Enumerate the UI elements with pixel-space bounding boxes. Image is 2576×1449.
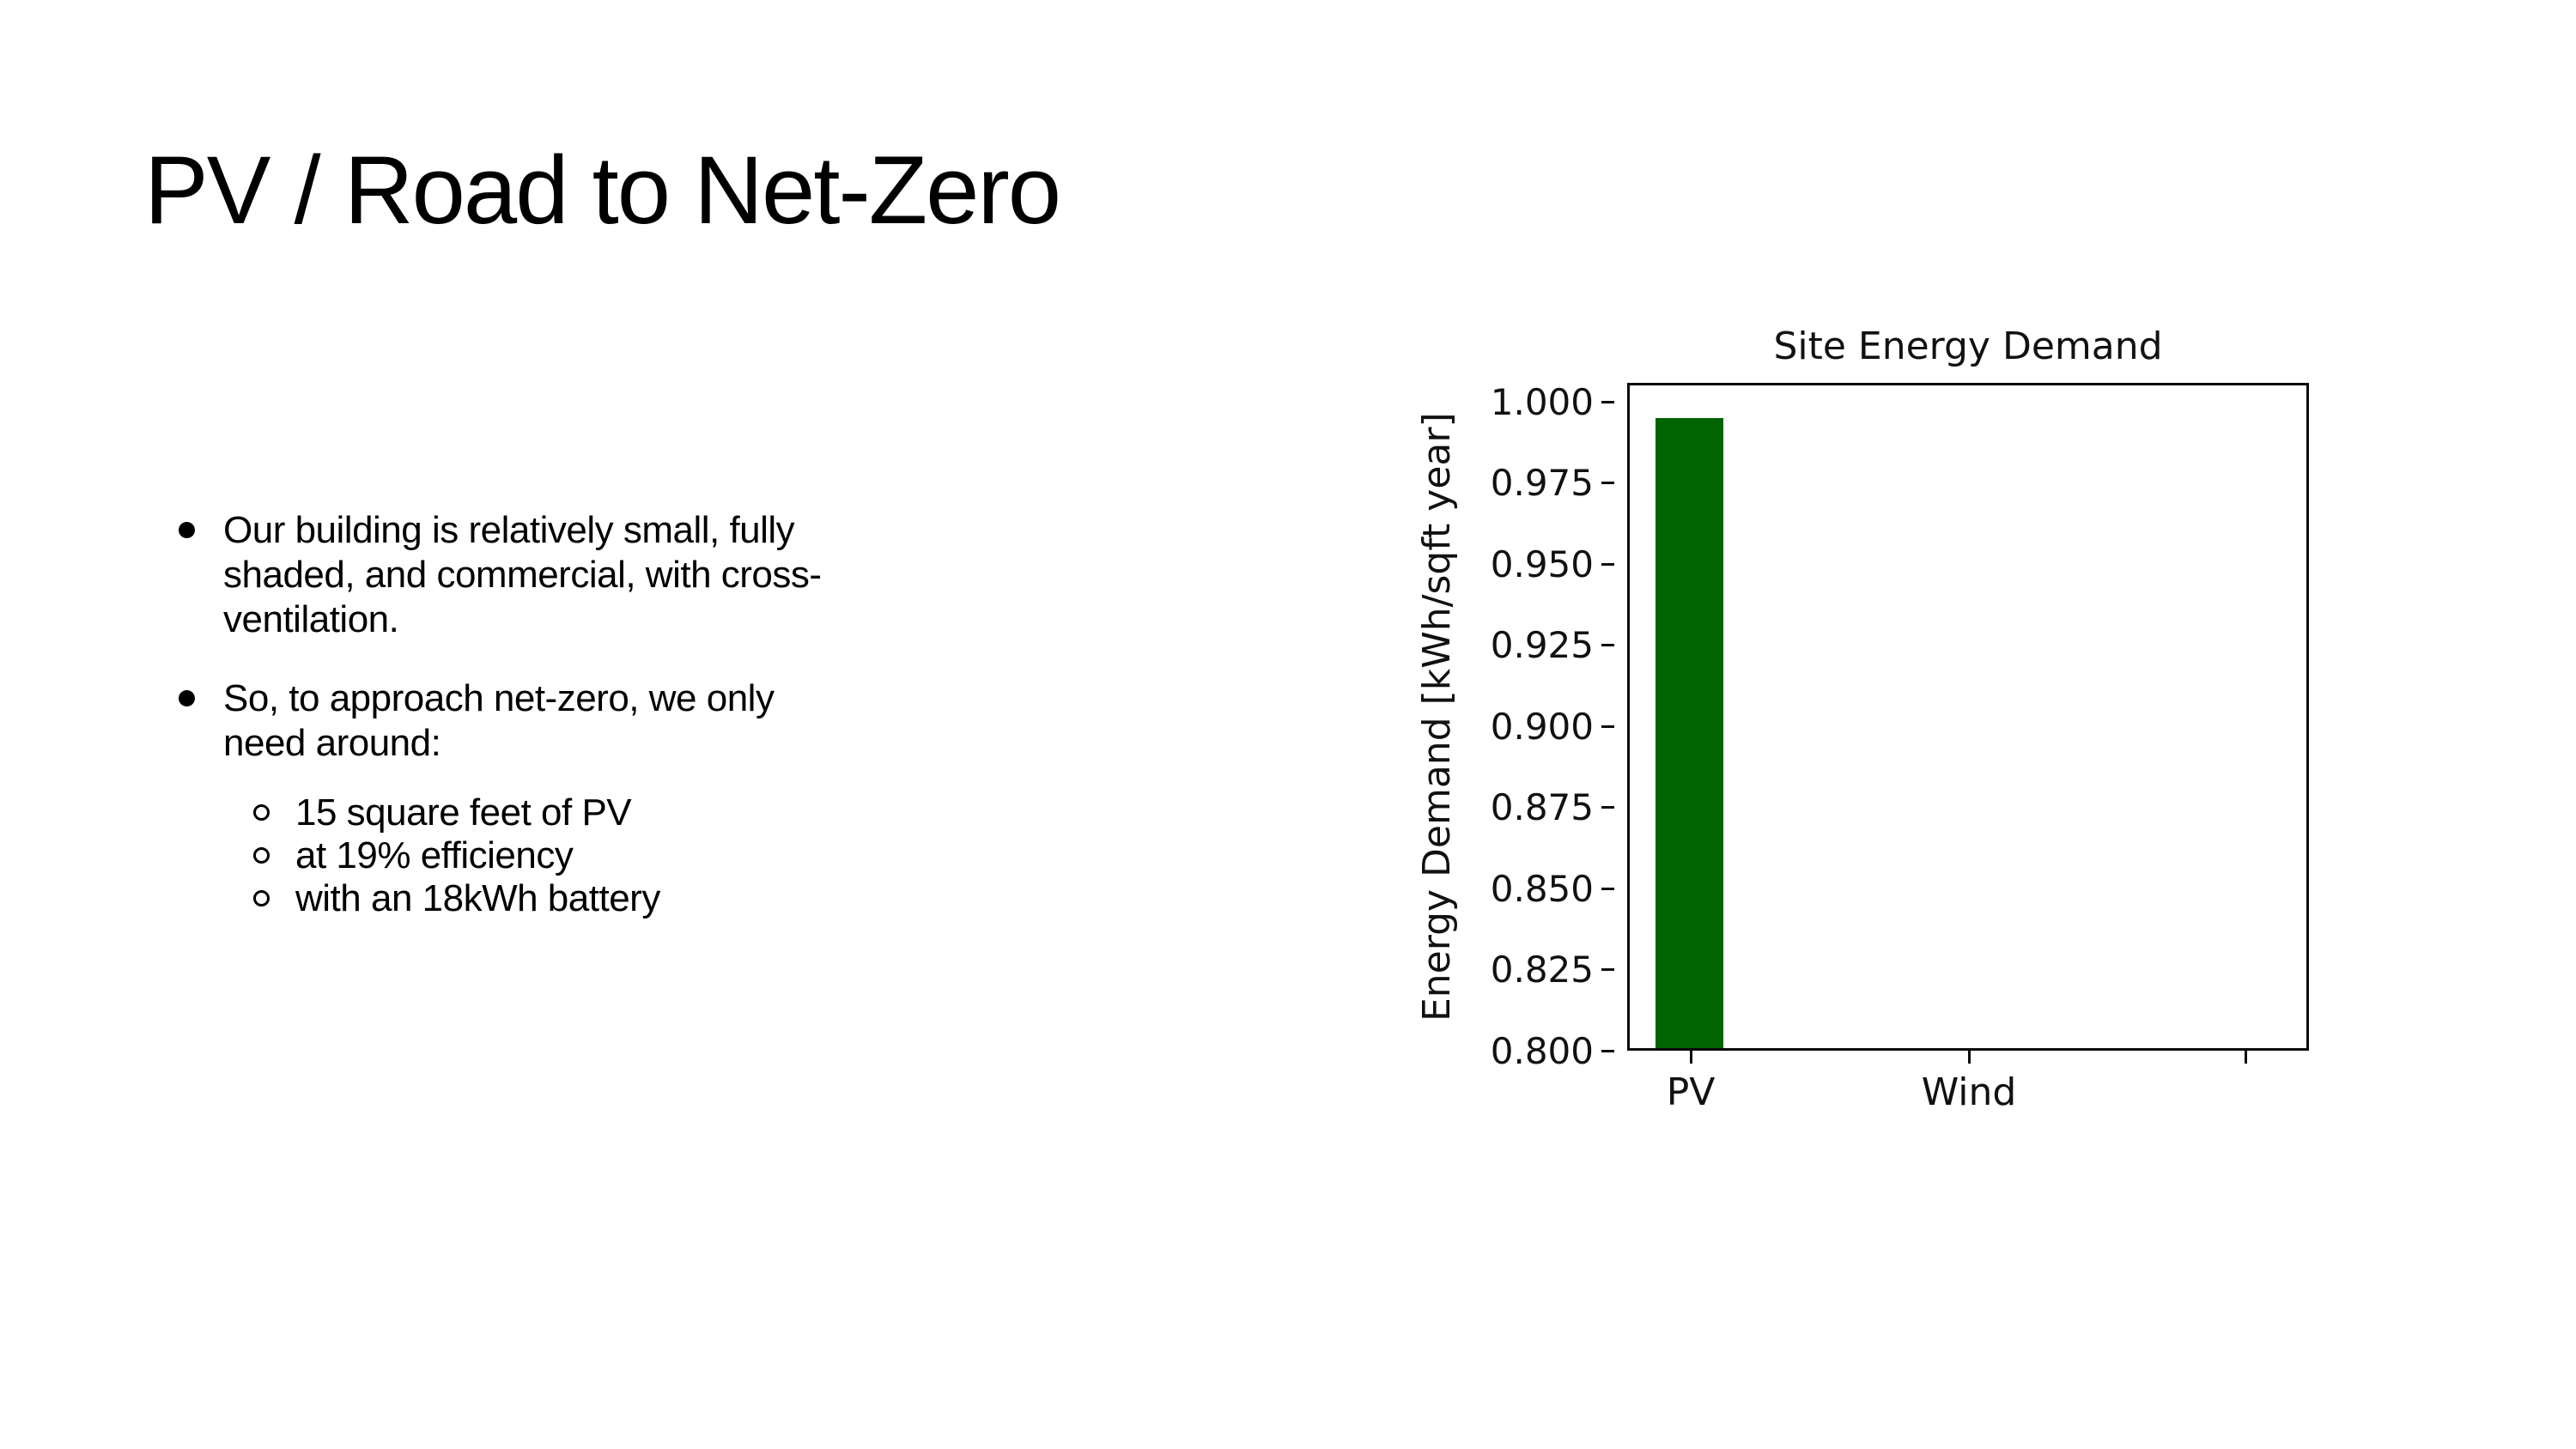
sub-bullet-text: 15 square feet of PV (295, 791, 632, 834)
bullet-text: Our building is relatively small, fully … (223, 508, 822, 642)
y-tick-label: 0.925 (1490, 623, 1594, 666)
y-axis-label: Energy Demand [kWh/sqft year] (1415, 412, 1459, 1022)
x-tick-mark (1689, 1051, 1692, 1064)
x-tick-label: PV (1666, 1070, 1716, 1114)
list-item: So, to approach net-zero, we only need a… (179, 676, 1123, 766)
sub-bullet-list: 15 square feet of PV at 19% efficiency w… (179, 791, 1123, 920)
bullet-dot-icon (179, 522, 195, 538)
sub-bullet-text: at 19% efficiency (295, 834, 574, 876)
y-tick-label: 0.825 (1490, 948, 1594, 991)
y-tick-label: 0.800 (1490, 1029, 1594, 1072)
bullet-line: So, to approach net-zero, we only (223, 677, 775, 719)
bullet-line: ventilation. (223, 598, 399, 640)
y-tick-mark (1601, 562, 1614, 566)
bullet-line: need around: (223, 722, 441, 764)
bullet-circle-icon (253, 847, 270, 864)
page-title: PV / Road to Net-Zero (144, 136, 1061, 244)
y-tick-label: 0.950 (1490, 543, 1594, 585)
bullet-dot-icon (179, 690, 195, 706)
y-tick-mark (1601, 481, 1614, 484)
chart-title: Site Energy Demand (1773, 324, 2163, 368)
y-tick-mark (1601, 967, 1614, 971)
x-tick-mark (2244, 1051, 2247, 1064)
bar-pv (1656, 418, 1723, 1048)
list-item: at 19% efficiency (253, 834, 1123, 877)
sub-bullet-text: with an 18kWh battery (295, 877, 660, 919)
y-tick-mark (1601, 400, 1614, 403)
y-tick-label: 0.875 (1490, 785, 1594, 828)
x-tick-mark (1967, 1051, 1971, 1064)
y-tick-label: 0.900 (1490, 705, 1594, 748)
y-tick-mark (1601, 724, 1614, 728)
bullet-line: shaded, and commercial, with cross- (223, 554, 822, 596)
list-item: with an 18kWh battery (253, 877, 1123, 920)
bullet-circle-icon (253, 890, 270, 906)
y-tick-mark (1601, 1049, 1614, 1052)
y-tick-label: 1.000 (1490, 380, 1594, 423)
list-item: 15 square feet of PV (253, 791, 1123, 834)
bullet-text: So, to approach net-zero, we only need a… (223, 676, 775, 766)
y-tick-label: 0.975 (1490, 461, 1594, 504)
y-tick-mark (1601, 643, 1614, 646)
y-tick-mark (1601, 805, 1614, 809)
list-item: Our building is relatively small, fully … (179, 508, 1123, 642)
bullet-circle-icon (253, 804, 270, 821)
plot-area (1627, 383, 2309, 1051)
bullet-line: Our building is relatively small, fully (223, 509, 795, 551)
bullet-list: Our building is relatively small, fully … (179, 508, 1123, 920)
x-tick-label: Wind (1921, 1070, 2017, 1114)
y-tick-label: 0.850 (1490, 867, 1594, 910)
y-tick-mark (1601, 887, 1614, 890)
